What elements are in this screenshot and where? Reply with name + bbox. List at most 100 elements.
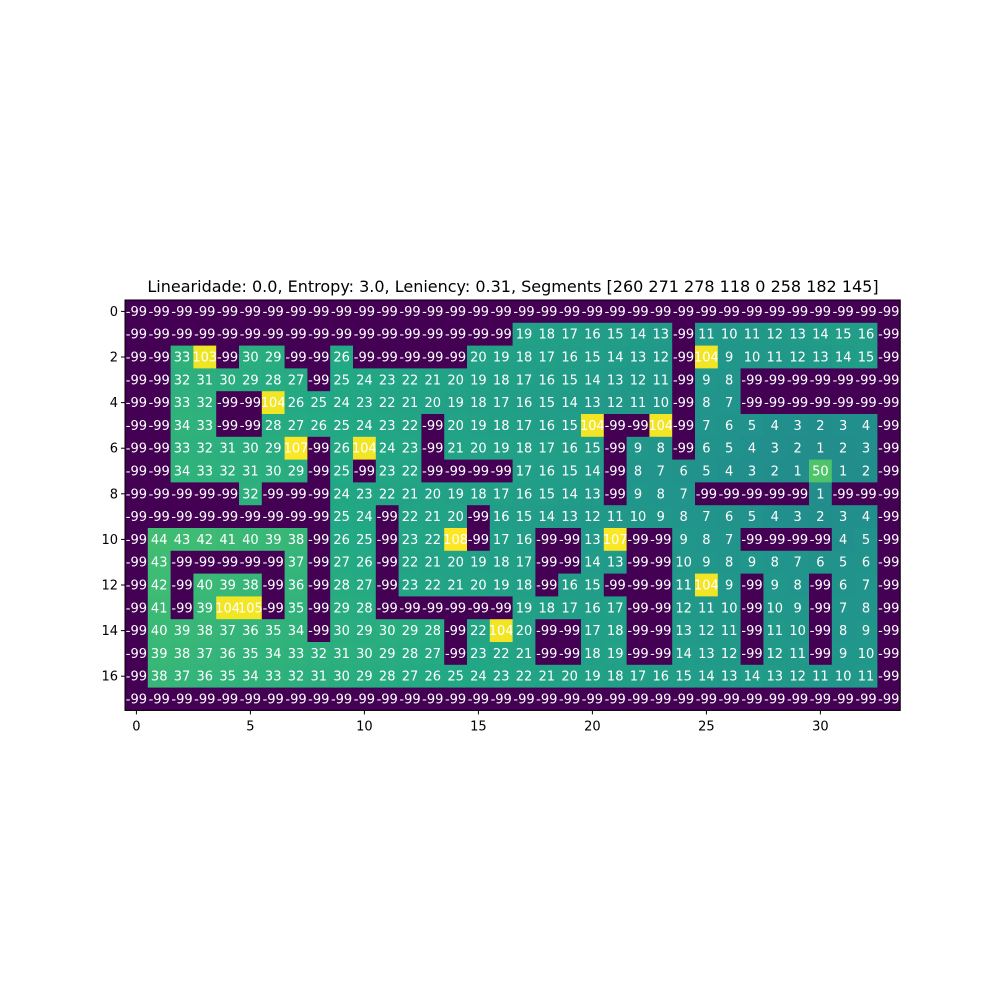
cell-value-label: 25 — [447, 670, 464, 685]
cell-value-label: 11 — [744, 328, 761, 343]
heatmap-cell — [489, 528, 513, 552]
cell-value-label: 20 — [447, 556, 464, 571]
heatmap-cell — [740, 573, 764, 597]
cell-value-label: 19 — [447, 396, 464, 411]
heatmap-cell — [649, 573, 673, 597]
heatmap-cell — [261, 664, 285, 688]
heatmap-cell — [672, 459, 696, 483]
heatmap-cell — [330, 687, 354, 711]
heatmap-cell — [125, 345, 149, 369]
cell-value-label: 14 — [561, 396, 578, 411]
heatmap-cell — [284, 368, 308, 392]
cell-value-label: 7 — [702, 419, 710, 434]
cell-value-label: 9 — [725, 351, 733, 366]
y-tick-label: 10 — [101, 533, 118, 548]
cell-value-label: 10 — [721, 601, 738, 616]
cell-value-label: -99 — [878, 351, 899, 366]
heatmap-cell — [672, 687, 696, 711]
cell-value-label: 13 — [675, 624, 692, 639]
cell-value-label: 18 — [493, 373, 510, 388]
heatmap-cell — [626, 528, 650, 552]
cell-value-label: 33 — [174, 396, 191, 411]
heatmap-cell — [216, 664, 240, 688]
cell-value-label: 29 — [333, 601, 350, 616]
cell-value-label: 5 — [702, 465, 710, 480]
cell-value-label: -99 — [126, 693, 147, 708]
heatmap-cell — [877, 550, 901, 574]
heatmap-cell — [717, 436, 741, 460]
heatmap-cell — [375, 687, 399, 711]
cell-value-label: 104 — [694, 351, 719, 366]
cell-value-label: 17 — [539, 442, 556, 457]
cell-value-label: 8 — [725, 373, 733, 388]
heatmap-cell — [649, 505, 673, 529]
cell-value-label: 25 — [333, 419, 350, 434]
heatmap-cell — [695, 414, 719, 438]
heatmap-cell — [398, 642, 422, 666]
cell-value-label: -99 — [445, 305, 466, 320]
heatmap-cell — [649, 550, 673, 574]
cell-value-label: -99 — [696, 487, 717, 502]
cell-value-label: 8 — [634, 465, 642, 480]
cell-value-label: 9 — [862, 624, 870, 639]
cell-value-label: 35 — [219, 670, 236, 685]
heatmap-cell — [831, 391, 855, 415]
cell-value-label: 2 — [816, 419, 824, 434]
heatmap-cell — [695, 459, 719, 483]
heatmap-cell — [877, 642, 901, 666]
heatmap-cell — [375, 459, 399, 483]
heatmap-cell — [763, 345, 787, 369]
cell-value-label: -99 — [468, 601, 489, 616]
cell-value-label: 31 — [219, 442, 236, 457]
cell-value-label: 6 — [725, 419, 733, 434]
heatmap-cell — [261, 528, 285, 552]
heatmap-cell — [284, 459, 308, 483]
heatmap-cell — [512, 528, 536, 552]
heatmap-cell — [558, 505, 582, 529]
heatmap-cell — [193, 619, 217, 643]
cell-value-label: 10 — [744, 351, 761, 366]
y-tick-label: 14 — [101, 624, 118, 639]
heatmap-cell — [467, 459, 491, 483]
cell-value-label: 7 — [839, 601, 847, 616]
cell-value-label: 8 — [725, 556, 733, 571]
cell-value-label: -99 — [422, 465, 443, 480]
cell-value-label: -99 — [627, 647, 648, 662]
cell-value-label: -99 — [217, 510, 238, 525]
cell-value-label: 108 — [443, 533, 468, 548]
heatmap-cell — [603, 391, 627, 415]
y-tick-label: 12 — [101, 579, 118, 594]
heatmap-cell — [239, 687, 263, 711]
cell-value-label: -99 — [308, 601, 329, 616]
heatmap-cell — [147, 436, 171, 460]
cell-value-label: 23 — [356, 487, 373, 502]
cell-value-label: -99 — [331, 305, 352, 320]
y-tick-label: 8 — [110, 487, 118, 502]
cell-value-label: 35 — [265, 624, 282, 639]
cell-value-label: 2 — [793, 442, 801, 457]
cell-value-label: -99 — [855, 487, 876, 502]
cell-value-label: 29 — [356, 670, 373, 685]
heatmap-cell — [489, 642, 513, 666]
y-tick-label: 0 — [110, 305, 118, 320]
heatmap-cell — [467, 368, 491, 392]
cell-value-label: -99 — [422, 328, 443, 343]
heatmap-cell — [353, 596, 377, 620]
heatmap-cell — [147, 505, 171, 529]
cell-value-label: 15 — [539, 487, 556, 502]
heatmap-cell — [125, 391, 149, 415]
cell-value-label: -99 — [171, 510, 192, 525]
heatmap-cell — [695, 687, 719, 711]
heatmap-cell — [603, 459, 627, 483]
heatmap-cell — [672, 300, 696, 324]
cell-value-label: -99 — [741, 305, 762, 320]
cell-value-label: 36 — [197, 670, 214, 685]
heatmap-cell — [284, 528, 308, 552]
cell-value-label: 28 — [265, 419, 282, 434]
heatmap-cell — [512, 642, 536, 666]
cell-value-label: 6 — [702, 442, 710, 457]
cell-value-label: -99 — [787, 533, 808, 548]
cell-value-label: -99 — [650, 305, 671, 320]
heatmap-cell — [421, 664, 445, 688]
cell-value-label: -99 — [833, 305, 854, 320]
